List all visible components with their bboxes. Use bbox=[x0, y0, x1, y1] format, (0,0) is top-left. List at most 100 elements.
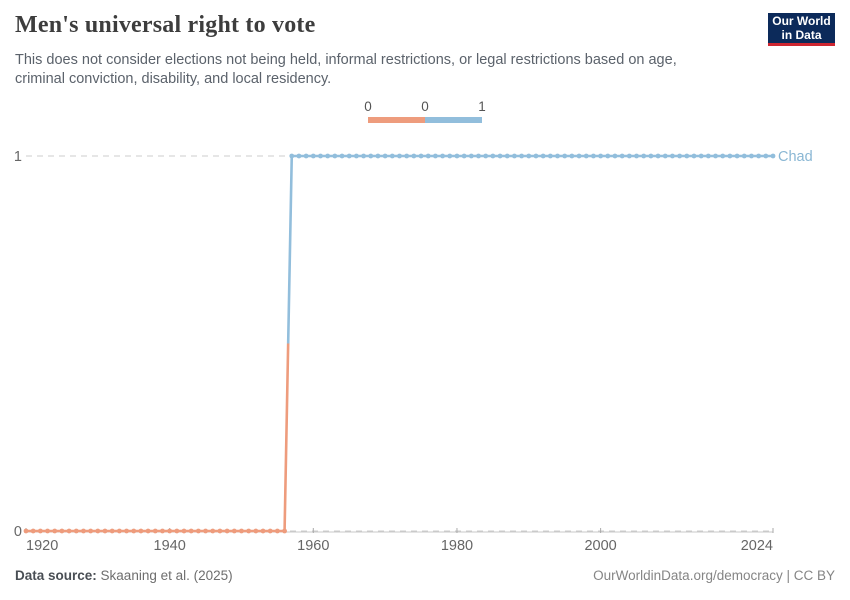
data-point[interactable] bbox=[605, 153, 611, 159]
data-point[interactable] bbox=[504, 153, 510, 159]
data-point[interactable] bbox=[224, 528, 230, 534]
data-point[interactable] bbox=[583, 153, 589, 159]
data-point[interactable] bbox=[691, 153, 697, 159]
data-point[interactable] bbox=[612, 153, 618, 159]
data-point[interactable] bbox=[454, 153, 460, 159]
data-point[interactable] bbox=[447, 153, 453, 159]
data-point[interactable] bbox=[476, 153, 481, 159]
data-point[interactable] bbox=[167, 528, 173, 534]
data-point[interactable] bbox=[174, 528, 180, 534]
data-point[interactable] bbox=[591, 153, 596, 159]
data-point[interactable] bbox=[81, 528, 86, 534]
legend-bin-1[interactable] bbox=[425, 117, 482, 123]
data-point[interactable] bbox=[37, 528, 43, 534]
data-point[interactable] bbox=[231, 528, 237, 534]
data-point[interactable] bbox=[547, 153, 553, 159]
data-point[interactable] bbox=[246, 528, 252, 534]
data-point[interactable] bbox=[260, 528, 266, 534]
data-point[interactable] bbox=[152, 528, 158, 534]
data-point[interactable] bbox=[88, 528, 94, 534]
data-point[interactable] bbox=[145, 528, 151, 534]
data-point[interactable] bbox=[346, 153, 352, 159]
data-point[interactable] bbox=[274, 528, 280, 534]
data-point[interactable] bbox=[404, 153, 410, 159]
data-point[interactable] bbox=[569, 153, 575, 159]
data-point[interactable] bbox=[318, 153, 323, 159]
license-link[interactable]: OurWorldinData.org/democracy | CC BY bbox=[593, 568, 835, 583]
data-point[interactable] bbox=[375, 153, 381, 159]
data-point[interactable] bbox=[655, 153, 661, 159]
data-point[interactable] bbox=[533, 153, 539, 159]
data-point[interactable] bbox=[339, 153, 345, 159]
data-point[interactable] bbox=[66, 528, 72, 534]
data-point[interactable] bbox=[763, 153, 769, 159]
data-point[interactable] bbox=[670, 153, 675, 159]
data-point[interactable] bbox=[253, 528, 259, 534]
data-point[interactable] bbox=[389, 153, 395, 159]
data-point[interactable] bbox=[713, 153, 718, 159]
data-point[interactable] bbox=[677, 153, 683, 159]
chart-line-segment-0[interactable] bbox=[26, 343, 290, 533]
data-point[interactable] bbox=[116, 528, 122, 534]
data-point[interactable] bbox=[23, 528, 29, 534]
data-point[interactable] bbox=[124, 528, 129, 534]
data-point[interactable] bbox=[741, 153, 747, 159]
data-point[interactable] bbox=[303, 153, 309, 159]
data-point[interactable] bbox=[239, 528, 244, 534]
data-point[interactable] bbox=[425, 153, 431, 159]
data-point[interactable] bbox=[705, 153, 711, 159]
data-point[interactable] bbox=[411, 153, 417, 159]
data-point[interactable] bbox=[634, 153, 639, 159]
data-point[interactable] bbox=[512, 153, 517, 159]
data-point[interactable] bbox=[756, 153, 762, 159]
data-point[interactable] bbox=[160, 528, 165, 534]
data-point[interactable] bbox=[555, 153, 560, 159]
data-point[interactable] bbox=[433, 153, 438, 159]
data-point[interactable] bbox=[195, 528, 201, 534]
data-point[interactable] bbox=[734, 153, 740, 159]
data-point[interactable] bbox=[368, 153, 374, 159]
data-point[interactable] bbox=[217, 528, 223, 534]
chart-line-segment-1[interactable] bbox=[286, 154, 773, 344]
data-point[interactable] bbox=[483, 153, 489, 159]
data-point[interactable] bbox=[698, 153, 704, 159]
data-point[interactable] bbox=[540, 153, 546, 159]
data-point[interactable] bbox=[749, 153, 754, 159]
data-point[interactable] bbox=[332, 153, 338, 159]
data-point[interactable] bbox=[468, 153, 474, 159]
data-point[interactable] bbox=[188, 528, 194, 534]
data-point[interactable] bbox=[181, 528, 187, 534]
data-point[interactable] bbox=[684, 153, 690, 159]
entity-label[interactable]: Chad bbox=[778, 149, 813, 165]
owid-logo[interactable]: Our World in Data bbox=[768, 13, 835, 46]
data-point[interactable] bbox=[648, 153, 654, 159]
data-point[interactable] bbox=[641, 153, 647, 159]
data-point[interactable] bbox=[282, 528, 287, 534]
data-point[interactable] bbox=[30, 528, 36, 534]
data-point[interactable] bbox=[52, 528, 58, 534]
data-point[interactable] bbox=[289, 153, 295, 159]
data-point[interactable] bbox=[461, 153, 467, 159]
data-point[interactable] bbox=[598, 153, 604, 159]
data-point[interactable] bbox=[138, 528, 144, 534]
data-point[interactable] bbox=[662, 153, 668, 159]
data-point[interactable] bbox=[102, 528, 108, 534]
data-point[interactable] bbox=[626, 153, 632, 159]
data-point[interactable] bbox=[267, 528, 273, 534]
data-point[interactable] bbox=[361, 153, 366, 159]
data-point[interactable] bbox=[203, 528, 208, 534]
data-point[interactable] bbox=[95, 528, 101, 534]
data-point[interactable] bbox=[210, 528, 216, 534]
data-point[interactable] bbox=[619, 153, 625, 159]
data-point[interactable] bbox=[720, 153, 726, 159]
data-point[interactable] bbox=[770, 153, 776, 159]
data-point[interactable] bbox=[45, 528, 50, 534]
data-point[interactable] bbox=[73, 528, 79, 534]
data-point[interactable] bbox=[519, 153, 525, 159]
data-point[interactable] bbox=[59, 528, 65, 534]
data-point[interactable] bbox=[526, 153, 532, 159]
data-point[interactable] bbox=[490, 153, 496, 159]
data-point[interactable] bbox=[562, 153, 568, 159]
data-point[interactable] bbox=[576, 153, 582, 159]
